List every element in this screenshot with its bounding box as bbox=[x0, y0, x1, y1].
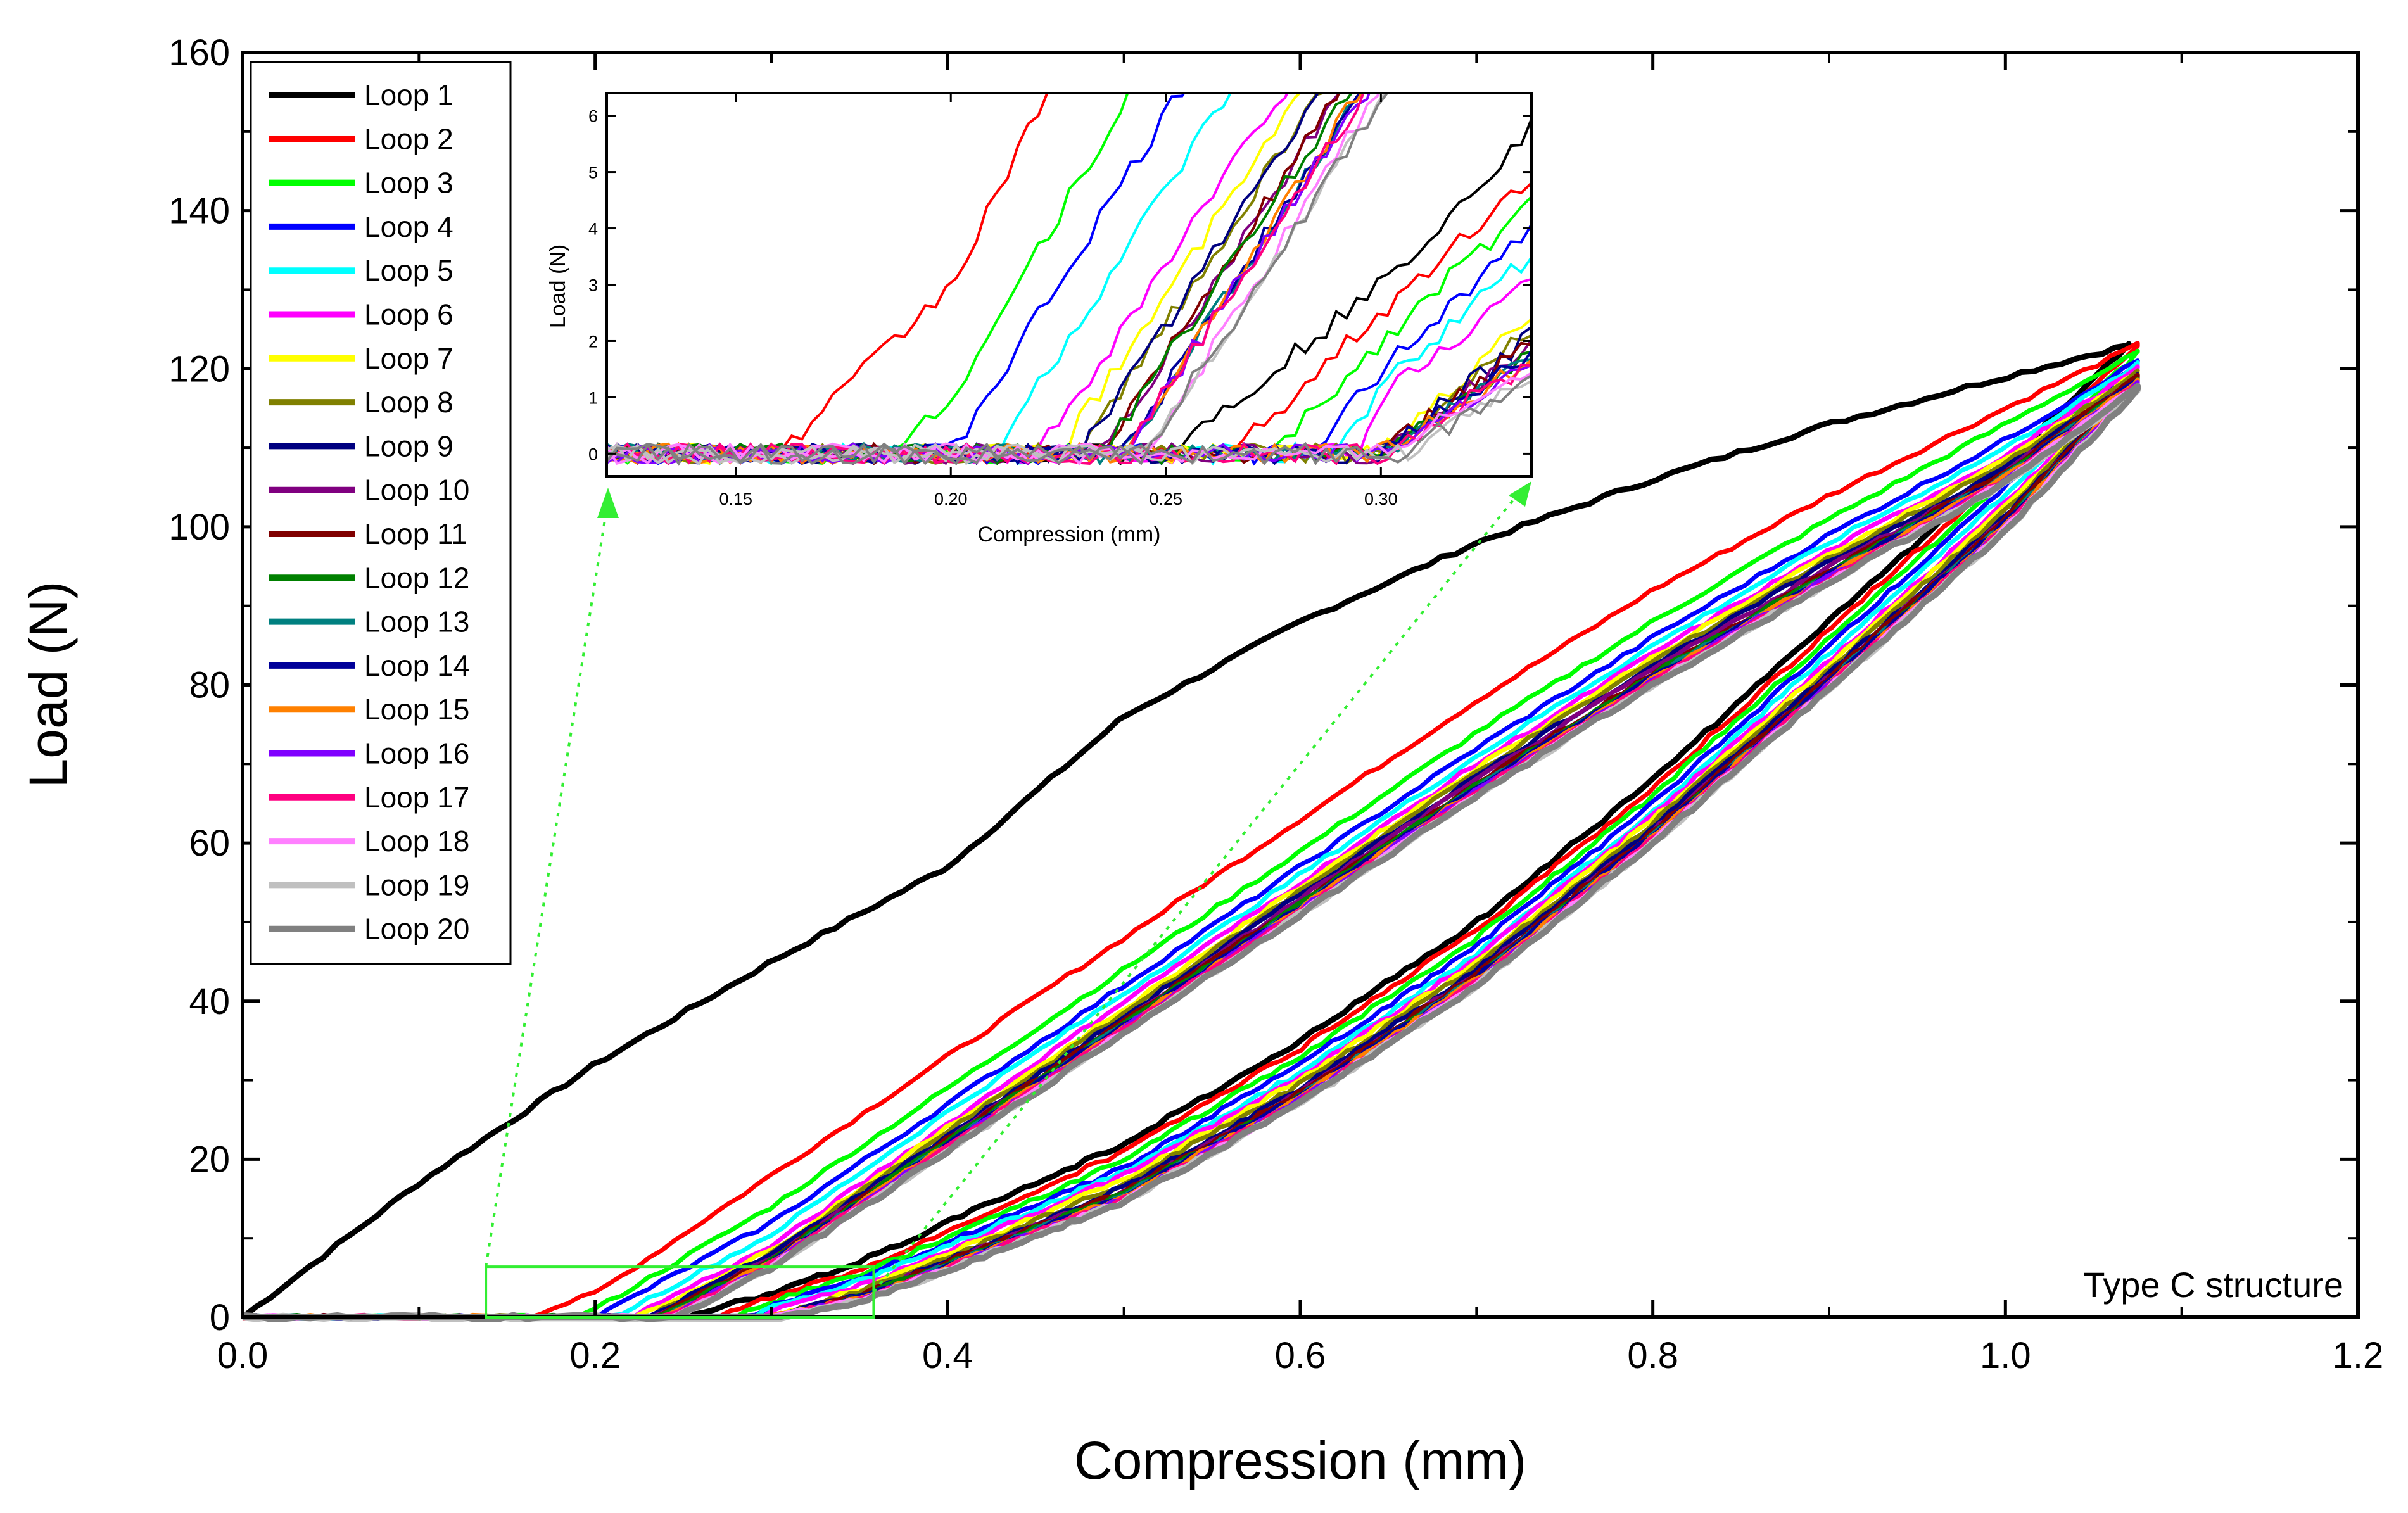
legend-label: Loop 4 bbox=[364, 210, 453, 243]
legend-label: Loop 17 bbox=[364, 781, 469, 814]
series-loop-2-line bbox=[242, 341, 2140, 1321]
inset-x-tick-label: 0.20 bbox=[934, 490, 968, 509]
inset-x-axis-title: Compression (mm) bbox=[977, 522, 1160, 547]
y-tick-label: 100 bbox=[168, 507, 230, 548]
inset-x-tick-label: 0.30 bbox=[1364, 490, 1398, 509]
inset-y-tick-label: 3 bbox=[588, 276, 598, 295]
inset-plot-curves bbox=[607, 93, 1531, 466]
x-axis-title: Compression (mm) bbox=[1074, 1431, 1526, 1490]
y-tick-label: 40 bbox=[189, 981, 230, 1022]
y-tick-label: 0 bbox=[210, 1297, 230, 1338]
x-tick-label: 0.6 bbox=[1275, 1335, 1326, 1376]
inset-y-tick-label: 4 bbox=[588, 220, 598, 239]
main-plot-curves bbox=[241, 341, 2141, 1322]
x-tick-label: 1.0 bbox=[1980, 1335, 2031, 1376]
inset-y-tick-label: 2 bbox=[588, 332, 598, 351]
inset-y-axis-title: Load (N) bbox=[546, 244, 570, 328]
inset-y-tick-label: 5 bbox=[588, 163, 598, 182]
legend-label: Loop 7 bbox=[364, 342, 453, 375]
series-loop-3-line bbox=[242, 348, 2140, 1321]
zoom-arrow-right-line bbox=[872, 486, 1524, 1293]
inset-zoom-plot: 0.15 0.20 0.25 0.30 0 1 2 3 4 5 6 Compression (mm)… bbox=[546, 92, 1533, 547]
legend-label: Loop 15 bbox=[364, 693, 469, 726]
zoom-indicator bbox=[485, 481, 1531, 1319]
zoom-arrow-left-head bbox=[597, 488, 619, 518]
y-tick-label: 120 bbox=[168, 348, 230, 389]
series-loop-20-line bbox=[242, 383, 2141, 1322]
main-axis-ticks: 0.0 0.2 0.4 0.6 0.8 1.0 1.20204060801001201401… bbox=[168, 32, 2383, 1376]
legend-label: Loop 19 bbox=[364, 868, 469, 901]
y-axis-title: Load (N) bbox=[18, 581, 78, 788]
legend-label: Loop 14 bbox=[364, 649, 469, 682]
series-loop-5-line bbox=[242, 360, 2140, 1321]
legend-label: Loop 2 bbox=[364, 122, 453, 155]
x-tick-label: 0.8 bbox=[1627, 1335, 1678, 1376]
zoom-arrow-left-line bbox=[485, 500, 609, 1267]
y-tick-label: 80 bbox=[189, 665, 230, 706]
legend: Loop 1 Loop 2 Loop 3 Loop 4 Loop 5 Loop 6 Loop… bbox=[250, 61, 512, 965]
series-loop-1-line bbox=[241, 341, 2132, 1320]
x-tick-label: 0.2 bbox=[569, 1335, 621, 1376]
legend-label: Loop 12 bbox=[364, 561, 469, 594]
legend-label: Loop 18 bbox=[364, 825, 469, 858]
x-tick-label: 0.0 bbox=[217, 1335, 269, 1376]
series-loop-6-line bbox=[242, 364, 2140, 1321]
x-tick-label: 1.2 bbox=[2333, 1335, 2384, 1376]
y-tick-label: 160 bbox=[168, 32, 230, 73]
legend-label: Loop 9 bbox=[364, 429, 453, 462]
inset-series-group bbox=[607, 93, 1531, 466]
legend-label: Loop 5 bbox=[364, 254, 453, 287]
zoom-arrow-right-head bbox=[1509, 481, 1531, 507]
legend-box bbox=[250, 61, 512, 965]
structure-annotation: Type C structure bbox=[2083, 1265, 2343, 1305]
inset-x-tick-label: 0.15 bbox=[719, 490, 752, 509]
y-tick-label: 140 bbox=[168, 191, 230, 232]
y-tick-label: 20 bbox=[189, 1139, 230, 1180]
y-tick-label: 60 bbox=[189, 823, 230, 864]
legend-label: Loop 20 bbox=[364, 913, 469, 946]
x-tick-label: 0.4 bbox=[922, 1335, 973, 1376]
inset-y-tick-label: 6 bbox=[588, 107, 598, 126]
legend-label: Loop 13 bbox=[364, 605, 469, 638]
inset-y-tick-label: 1 bbox=[588, 388, 598, 407]
inset-series-loop-19-loading bbox=[607, 93, 1387, 465]
legend-label: Loop 1 bbox=[364, 79, 453, 111]
legend-label: Loop 8 bbox=[364, 386, 453, 419]
inset-series-loop-19-unloading bbox=[607, 379, 1531, 465]
inset-y-tick-label: 0 bbox=[588, 445, 598, 464]
inset-axis-ticks: 0.15 0.20 0.25 0.30 0 1 2 3 4 5 6 bbox=[588, 93, 1531, 509]
legend-label: Loop 6 bbox=[364, 298, 453, 331]
legend-label: Loop 3 bbox=[364, 167, 453, 199]
inset-x-tick-label: 0.25 bbox=[1150, 490, 1183, 509]
legend-label: Loop 10 bbox=[364, 474, 469, 507]
inset-series-loop-20-unloading bbox=[607, 374, 1531, 466]
legend-label: Loop 11 bbox=[364, 517, 467, 550]
inset-background bbox=[607, 93, 1531, 476]
legend-label: Loop 16 bbox=[364, 737, 469, 770]
